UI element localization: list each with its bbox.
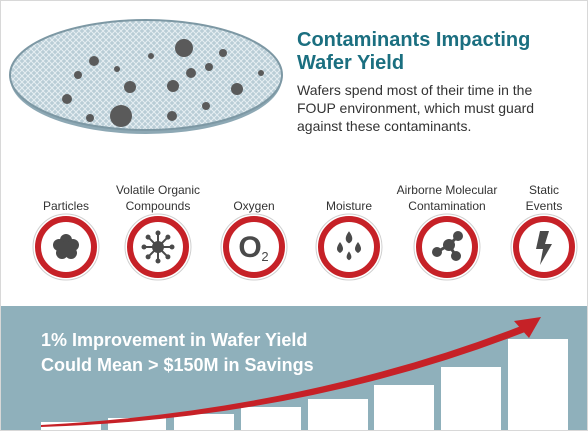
description: Wafers spend most of their time in the F… xyxy=(297,81,567,135)
title: Contaminants Impacting Wafer Yield xyxy=(297,29,567,75)
contaminant-label: Contamination xyxy=(408,199,485,213)
atom xyxy=(170,245,175,250)
atom xyxy=(451,251,461,261)
atom xyxy=(152,241,164,253)
infographic: Particles Volatile Organic Compounds Oxygen… xyxy=(0,0,588,431)
contaminant-label: Static xyxy=(529,183,559,197)
contaminant-icons: Particles Volatile Organic Compounds Oxygen… xyxy=(33,183,577,280)
atom xyxy=(165,235,170,240)
banner-line: Could Mean > $150M in Savings xyxy=(41,355,314,375)
contaminant-label: Events xyxy=(526,199,563,213)
atom xyxy=(443,239,455,251)
icon-symbol: O xyxy=(238,231,261,264)
contaminant-label: Volatile Organic xyxy=(116,183,200,197)
particle xyxy=(60,241,72,253)
contaminant: Volatile Organic Compounds xyxy=(116,183,200,280)
contaminant: Airborne Molecular Contamination xyxy=(397,183,498,280)
contaminant-label: Oxygen xyxy=(233,199,274,213)
contaminant-label: Airborne Molecular xyxy=(397,183,498,197)
atom xyxy=(146,254,151,259)
atom xyxy=(432,247,442,257)
atom xyxy=(156,259,161,264)
contaminant-label: Particles xyxy=(43,199,89,213)
contaminant-label: Compounds xyxy=(126,199,191,213)
contaminant: Moisture xyxy=(316,199,382,280)
contaminant: Particles xyxy=(33,199,99,280)
atom xyxy=(165,254,170,259)
wafer xyxy=(10,20,282,134)
banner-line: 1% Improvement in Wafer Yield xyxy=(41,330,307,350)
icon-ring xyxy=(321,219,377,275)
icon-subscript: 2 xyxy=(261,249,268,264)
contaminant: Static Events xyxy=(511,183,577,280)
atom xyxy=(146,235,151,240)
atom xyxy=(142,245,147,250)
atom xyxy=(156,231,161,236)
atom xyxy=(453,231,463,241)
contaminant-label: Moisture xyxy=(326,199,372,213)
